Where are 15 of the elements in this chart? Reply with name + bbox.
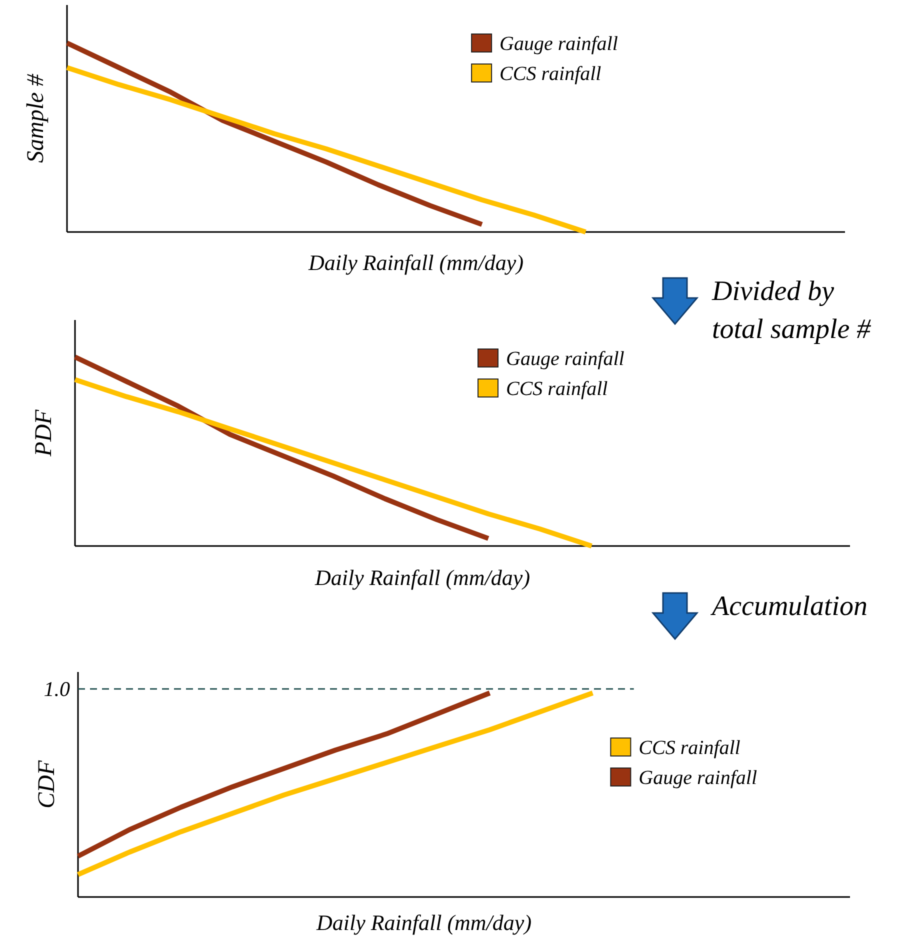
x-axis-title: Daily Rainfall (mm/day) bbox=[307, 250, 524, 275]
legend-label: Gauge rainfall bbox=[506, 348, 625, 370]
text: Divided by total sample # bbox=[711, 276, 872, 345]
legend-label: Gauge rainfall bbox=[500, 33, 618, 55]
x-axis-title: Daily Rainfall (mm/day) bbox=[314, 565, 530, 590]
legend-label: Gauge rainfall bbox=[638, 767, 758, 789]
legend-label: CCS rainfall bbox=[506, 378, 608, 400]
y-axis-title: Sample # bbox=[23, 73, 49, 163]
x-axis-title: Daily Rainfall (mm/day) bbox=[315, 910, 532, 935]
y-axis-title: CDF bbox=[34, 760, 60, 808]
legend-label: CCS rainfall bbox=[500, 63, 602, 85]
ref-line-label: 1.0 bbox=[44, 676, 70, 701]
text: Accumulation bbox=[710, 591, 868, 622]
y-axis-title: PDF bbox=[31, 409, 57, 458]
legend-label: CCS rainfall bbox=[638, 737, 741, 759]
